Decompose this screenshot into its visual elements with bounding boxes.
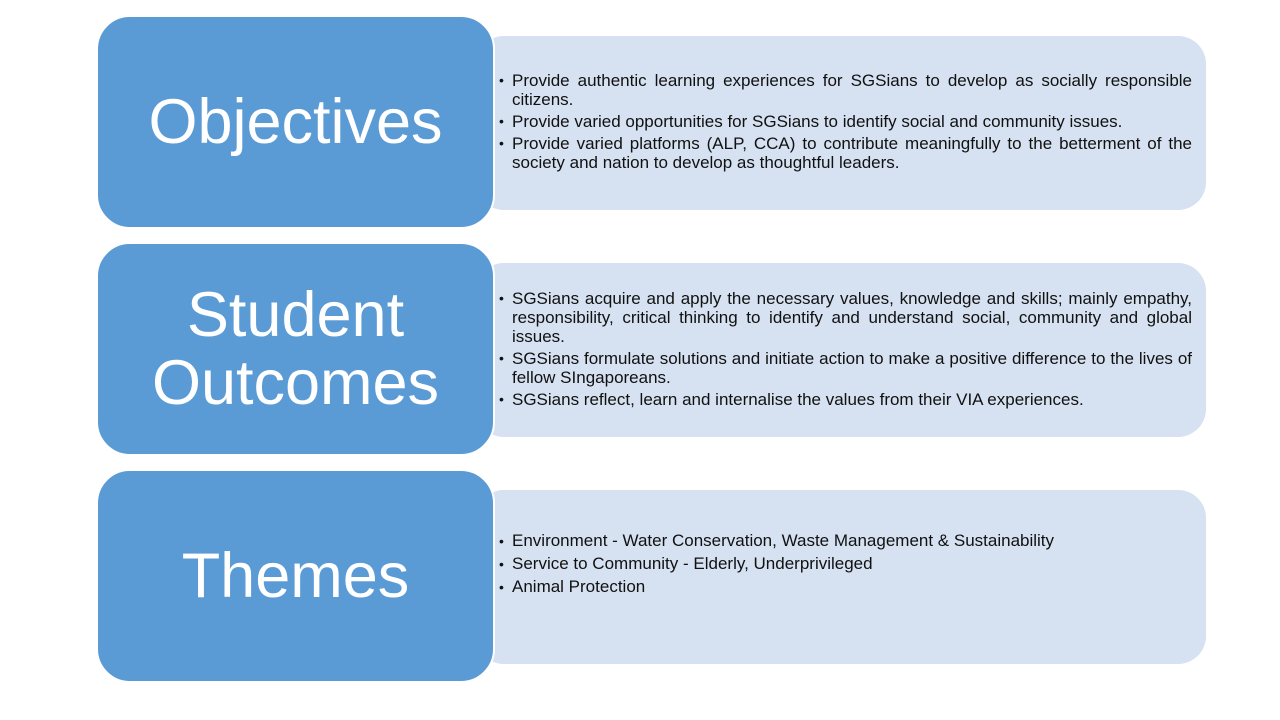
student-outcomes-detail-box: SGSians acquire and apply the necessary … [476,263,1206,437]
student-outcomes-bullet-list: SGSians acquire and apply the necessary … [499,289,1192,412]
objectives-bullet: Provide authentic learning experiences f… [499,71,1192,109]
objectives-bullet: Provide varied opportunities for SGSians… [499,112,1192,131]
themes-bullet: Animal Protection [499,576,1192,598]
themes-bullet: Environment - Water Conservation, Waste … [499,530,1192,552]
student-outcomes-heading-line2: Outcomes [151,348,440,418]
student-outcomes-heading-line1: Student [186,280,405,350]
objectives-heading-box: Objectives [96,15,495,229]
objectives-detail-box: Provide authentic learning experiences f… [476,36,1206,210]
objectives-bullet-list: Provide authentic learning experiences f… [499,71,1192,175]
themes-heading-box: Themes [96,469,495,683]
student-outcomes-bullet: SGSians acquire and apply the necessary … [499,289,1192,346]
student-outcomes-heading-box: Student Outcomes [96,242,495,456]
themes-bullet-list: Environment - Water Conservation, Waste … [499,530,1192,599]
student-outcomes-heading: Student Outcomes [152,281,439,417]
student-outcomes-bullet: SGSians reflect, learn and internalise t… [499,390,1192,409]
objectives-bullet: Provide varied platforms (ALP, CCA) to c… [499,134,1192,172]
objectives-heading: Objectives [148,87,443,157]
themes-bullet: Service to Community - Elderly, Underpri… [499,553,1192,575]
student-outcomes-bullet: SGSians formulate solutions and initiate… [499,349,1192,387]
themes-detail-box: Environment - Water Conservation, Waste … [476,490,1206,664]
themes-heading: Themes [181,541,410,611]
